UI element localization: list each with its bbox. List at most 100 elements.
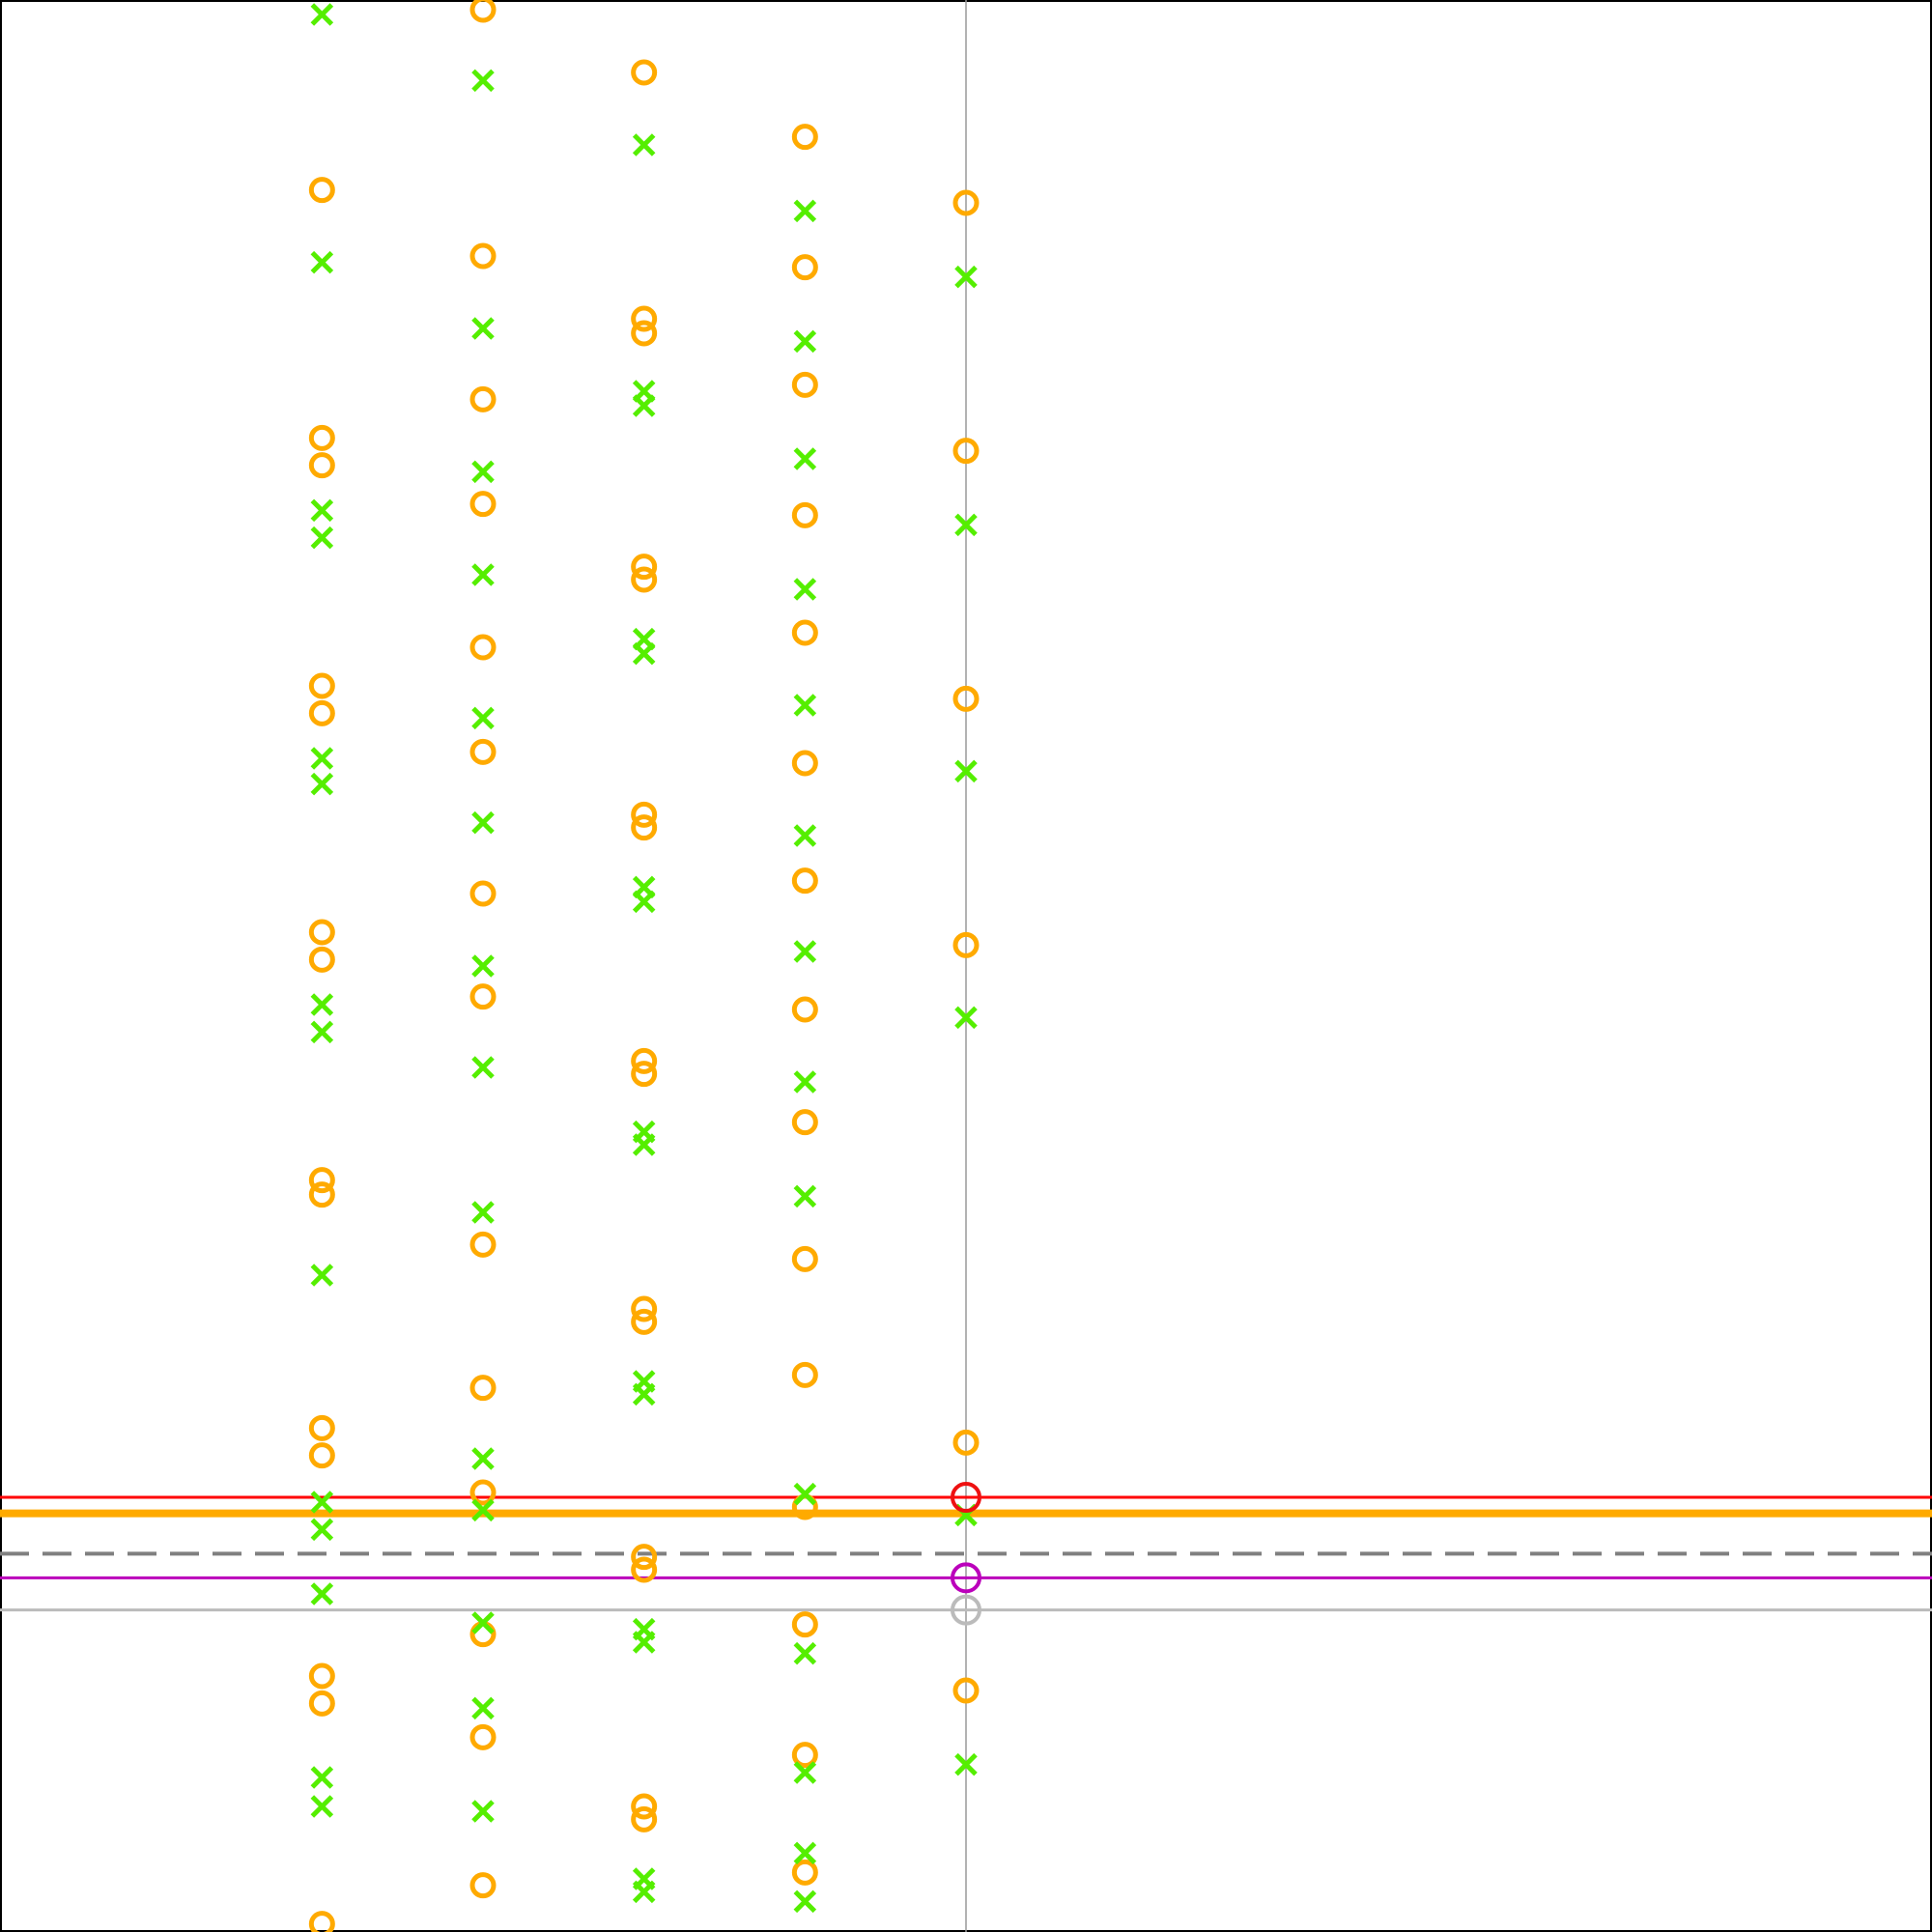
circle-point-15: [469, 242, 497, 270]
circle-point-38: [631, 1308, 658, 1335]
x-point-44: [793, 329, 817, 354]
circle-point-1: [308, 424, 335, 451]
x-point-27: [471, 1800, 495, 1823]
x-point-54: [793, 1761, 817, 1784]
circle-point-7: [308, 1167, 335, 1194]
x-point-38: [632, 1382, 656, 1406]
x-point-7: [310, 1020, 334, 1044]
x-point-14: [471, 69, 495, 93]
x-point-43: [793, 199, 817, 223]
circle-point-47: [791, 619, 818, 646]
circle-point-42: [631, 1805, 658, 1833]
x-point-1: [310, 250, 334, 274]
circle-point-44: [791, 254, 818, 281]
x-point-52: [793, 1482, 817, 1506]
x-point-12: [310, 1766, 334, 1789]
circle-point-46: [791, 501, 818, 528]
x-point-22: [471, 1201, 495, 1224]
x-point-19: [471, 810, 495, 835]
circle-point-8: [308, 1181, 335, 1208]
highlight-layer: [951, 1482, 981, 1626]
x-point-11: [310, 1518, 334, 1542]
circle-point-10: [308, 1442, 335, 1469]
circle-point-26: [469, 1723, 497, 1750]
circle-point-28: [631, 59, 658, 86]
x-point-28: [632, 133, 656, 156]
circle-point-5: [308, 919, 335, 946]
x-point-23: [471, 1498, 495, 1522]
x-point-40: [632, 1631, 656, 1654]
circle-point-63: [952, 1677, 980, 1704]
x-point-8: [310, 1264, 334, 1287]
circle-point-23: [469, 1375, 497, 1402]
circle-point-40: [631, 1556, 658, 1583]
circle-point-30: [631, 320, 658, 347]
highlight-point-0: [951, 1482, 981, 1513]
x-point-3: [310, 526, 334, 550]
circle-point-57: [791, 1859, 818, 1886]
circle-point-62: [952, 1429, 980, 1456]
circle-point-2: [308, 452, 335, 479]
circle-point-21: [469, 983, 497, 1010]
circle-point-45: [791, 371, 818, 398]
series-layer: [308, 0, 980, 1932]
circle-point-4: [308, 699, 335, 726]
circle-point-34: [631, 814, 658, 841]
circle-point-0: [308, 177, 335, 204]
x-point-32: [632, 641, 656, 666]
x-point-13: [310, 1795, 334, 1818]
x-point-57: [954, 265, 978, 289]
x-point-47: [793, 694, 817, 717]
circle-point-3: [308, 672, 335, 699]
x-point-48: [793, 824, 817, 847]
x-point-26: [471, 1696, 495, 1720]
circle-point-51: [791, 1109, 818, 1136]
circle-point-16: [469, 385, 497, 412]
circle-point-33: [631, 801, 658, 828]
series-1: [310, 3, 978, 1914]
circle-point-24: [469, 1479, 497, 1506]
circle-point-48: [791, 750, 818, 777]
x-point-30: [632, 394, 656, 417]
x-point-10: [310, 1582, 334, 1605]
circle-point-53: [791, 1361, 818, 1388]
x-point-53: [793, 1641, 817, 1665]
circle-point-55: [791, 1611, 818, 1638]
circle-point-37: [631, 1295, 658, 1322]
x-point-49: [793, 940, 817, 963]
x-point-9: [310, 1491, 334, 1514]
circle-point-18: [469, 634, 497, 661]
circle-point-9: [308, 1414, 335, 1441]
circle-point-12: [308, 1690, 335, 1717]
x-point-55: [793, 1889, 817, 1914]
circle-point-11: [308, 1662, 335, 1690]
x-point-5: [310, 772, 334, 796]
x-point-21: [471, 1056, 495, 1079]
x-point-34: [632, 890, 656, 914]
circle-point-13: [308, 1911, 335, 1932]
circle-point-49: [791, 867, 818, 895]
highlight-point-1: [951, 1562, 981, 1594]
x-point-0: [310, 3, 334, 26]
circle-point-43: [791, 124, 818, 151]
circle-point-59: [952, 438, 980, 465]
x-point-4: [310, 747, 334, 770]
x-point-51: [793, 1184, 817, 1208]
circle-point-52: [791, 1245, 818, 1272]
circle-point-17: [469, 491, 497, 518]
x-point-15: [471, 317, 495, 340]
circle-point-56: [791, 1742, 818, 1769]
circle-point-41: [631, 1793, 658, 1820]
circle-point-58: [952, 189, 980, 216]
series-0: [308, 0, 980, 1932]
x-point-50: [793, 1070, 817, 1094]
circle-point-36: [631, 1061, 658, 1088]
x-point-16: [471, 460, 495, 484]
x-point-17: [471, 563, 495, 586]
circle-point-35: [631, 1047, 658, 1074]
x-point-2: [310, 498, 334, 523]
x-point-60: [954, 1006, 978, 1030]
x-point-58: [954, 513, 978, 537]
circle-point-60: [952, 685, 980, 712]
